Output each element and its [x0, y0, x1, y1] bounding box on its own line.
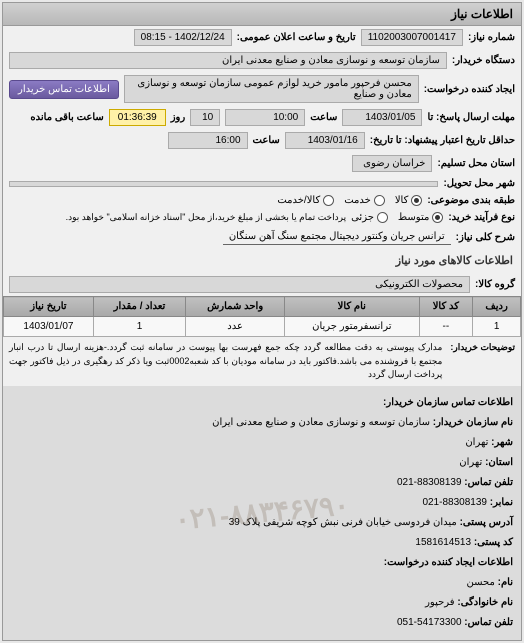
- th-unit: واحد شمارش: [186, 297, 285, 317]
- remain-days: 10: [190, 109, 220, 126]
- process-label: نوع فرآیند خرید:: [448, 212, 515, 223]
- th-row: ردیف: [473, 297, 521, 317]
- radio-service[interactable]: خدمت: [344, 195, 385, 206]
- announce-label: تاریخ و ساعت اعلان عمومی:: [237, 32, 356, 43]
- contact-org: نام سازمان خریدار: سازمان توسعه و نوسازی…: [11, 414, 513, 432]
- info-panel: اطلاعات نیاز شماره نیاز: 110200300700141…: [2, 2, 522, 641]
- announce-value: 1402/12/24 - 08:15: [134, 29, 232, 46]
- table-row: 1 -- ترانسفرمتور جریان عدد 1 1403/01/07: [4, 317, 521, 337]
- time-label-2: ساعت: [253, 135, 280, 146]
- row-request-no: شماره نیاز: 1102003007001417 تاریخ و ساع…: [3, 26, 521, 49]
- th-code: کد کالا: [419, 297, 473, 317]
- radio-mid-label: متوسط: [398, 212, 429, 223]
- td-unit: عدد: [186, 317, 285, 337]
- process-note: پرداخت تمام یا بخشی از مبلغ خرید،از محل …: [66, 212, 346, 223]
- category-label: طبقه بندی موضوعی:: [427, 195, 515, 206]
- table-container: ردیف کد کالا نام کالا واحد شمارش تعداد /…: [3, 296, 521, 337]
- contact-city: شهر: تهران: [11, 434, 513, 452]
- contact-fax: نمابر: 88308139-021: [11, 494, 513, 512]
- goods-group-value: محصولات الکترونیکی: [9, 276, 470, 293]
- radio-mid-circle: [432, 212, 443, 223]
- contact-buyer-button[interactable]: اطلاعات تماس خریدار: [9, 80, 119, 99]
- request-no-label: شماره نیاز:: [468, 32, 515, 43]
- goods-group-label: گروه کالا:: [475, 279, 515, 290]
- process-radio-group: متوسط جزئی: [351, 212, 443, 223]
- panel-header: اطلاعات نیاز: [3, 3, 521, 26]
- contact-province: استان: تهران: [11, 454, 513, 472]
- td-name: ترانسفرمتور جریان: [285, 317, 419, 337]
- radio-small-label: جزئی: [351, 212, 374, 223]
- row-buyer: دستگاه خریدار: سازمان توسعه و نوسازی معا…: [3, 49, 521, 72]
- th-name: نام کالا: [285, 297, 419, 317]
- row-city: شهر محل تحویل:: [3, 175, 521, 192]
- valid-label: حداقل تاریخ اعتبار پیشنهاد: تا تاریخ:: [370, 135, 515, 146]
- contact-phone: تلفن تماس: 88308139-021: [11, 474, 513, 492]
- valid-time: 16:00: [168, 132, 248, 149]
- creator-value: محسن فرحپور مامور خرید لوازم عمومی سازما…: [124, 75, 419, 103]
- city-label: شهر محل تحویل:: [443, 178, 515, 189]
- notes-row: توضیحات خریدار: مدارک پیوستی به دقت مطال…: [3, 337, 521, 386]
- reply-date: 1403/01/05: [342, 109, 422, 126]
- radio-small-circle: [377, 212, 388, 223]
- contact-section: ۰۲۱-۸۸۳۴۶۷۹۰ اطلاعات تماس سازمان خریدار:…: [3, 386, 521, 640]
- contact-cphone: تلفن تماس: 54173300-051: [11, 614, 513, 632]
- contact-postal: کد پستی: 1581614513: [11, 534, 513, 552]
- contact-name: نام: محسن: [11, 574, 513, 592]
- radio-both-circle: [323, 195, 334, 206]
- radio-small[interactable]: جزئی: [351, 212, 388, 223]
- desc-label: شرح کلی نیاز:: [456, 232, 515, 243]
- contact-address: آدرس پستی: میدان فردوسی خیابان فرنی نبش …: [11, 514, 513, 532]
- row-description: شرح کلی نیاز: ترانس جریان وکنتور دیجیتال…: [3, 226, 521, 248]
- th-date: تاریخ نیاز: [4, 297, 94, 317]
- reply-deadline-label: مهلت ارسال پاسخ: تا: [427, 112, 515, 123]
- day-label: روز: [171, 112, 186, 123]
- td-row: 1: [473, 317, 521, 337]
- radio-goods-label: کالا: [395, 195, 409, 206]
- category-radio-group: کالا خدمت کالا/خدمت: [277, 195, 422, 206]
- contact-family: نام خانوادگی: فرحپور: [11, 594, 513, 612]
- city-value: [9, 181, 438, 187]
- radio-mid[interactable]: متوسط: [398, 212, 443, 223]
- radio-service-label: خدمت: [344, 195, 371, 206]
- reply-time: 10:00: [225, 109, 305, 126]
- td-date: 1403/01/07: [4, 317, 94, 337]
- th-qty: تعداد / مقدار: [93, 297, 185, 317]
- province-label: استان محل تسلیم:: [437, 158, 515, 169]
- buyer-value: سازمان توسعه و نوسازی معادن و صنایع معدن…: [9, 52, 447, 69]
- radio-both[interactable]: کالا/خدمت: [277, 195, 334, 206]
- td-code: --: [419, 317, 473, 337]
- row-process: نوع فرآیند خرید: متوسط جزئی پرداخت تمام …: [3, 209, 521, 226]
- creator-label: ایجاد کننده درخواست:: [424, 84, 515, 95]
- notes-label: توضیحات خریدار:: [450, 341, 515, 382]
- goods-section-title: اطلاعات کالاهای مورد نیاز: [3, 248, 521, 273]
- remain-suffix: ساعت باقی مانده: [30, 112, 103, 123]
- remain-timer: 01:36:39: [109, 109, 166, 126]
- radio-goods-circle: [411, 195, 422, 206]
- request-no-value: 1102003007001417: [361, 29, 463, 46]
- row-province: استان محل تسلیم: خراسان رضوی: [3, 152, 521, 175]
- valid-date: 1403/01/16: [285, 132, 365, 149]
- table-header-row: ردیف کد کالا نام کالا واحد شمارش تعداد /…: [4, 297, 521, 317]
- radio-goods[interactable]: کالا: [395, 195, 423, 206]
- row-validity: حداقل تاریخ اعتبار پیشنهاد: تا تاریخ: 14…: [3, 129, 521, 152]
- td-qty: 1: [93, 317, 185, 337]
- row-creator: ایجاد کننده درخواست: محسن فرحپور مامور خ…: [3, 72, 521, 106]
- desc-value: ترانس جریان وکنتور دیجیتال مجتمع سنگ آهن…: [223, 229, 451, 245]
- contact-header: اطلاعات تماس سازمان خریدار:: [11, 394, 513, 412]
- row-reply-deadline: مهلت ارسال پاسخ: تا 1403/01/05 ساعت 10:0…: [3, 106, 521, 129]
- row-category: طبقه بندی موضوعی: کالا خدمت کالا/خدمت: [3, 192, 521, 209]
- creator-header: اطلاعات ایجاد کننده درخواست:: [11, 554, 513, 572]
- radio-both-label: کالا/خدمت: [277, 195, 320, 206]
- notes-text: مدارک پیوستی به دقت مطالعه گردد چکه جمع …: [9, 341, 442, 382]
- goods-table: ردیف کد کالا نام کالا واحد شمارش تعداد /…: [3, 296, 521, 337]
- radio-service-circle: [374, 195, 385, 206]
- buyer-label: دستگاه خریدار:: [452, 55, 515, 66]
- time-label-1: ساعت: [310, 112, 337, 123]
- province-value: خراسان رضوی: [352, 155, 432, 172]
- row-goods-group: گروه کالا: محصولات الکترونیکی: [3, 273, 521, 296]
